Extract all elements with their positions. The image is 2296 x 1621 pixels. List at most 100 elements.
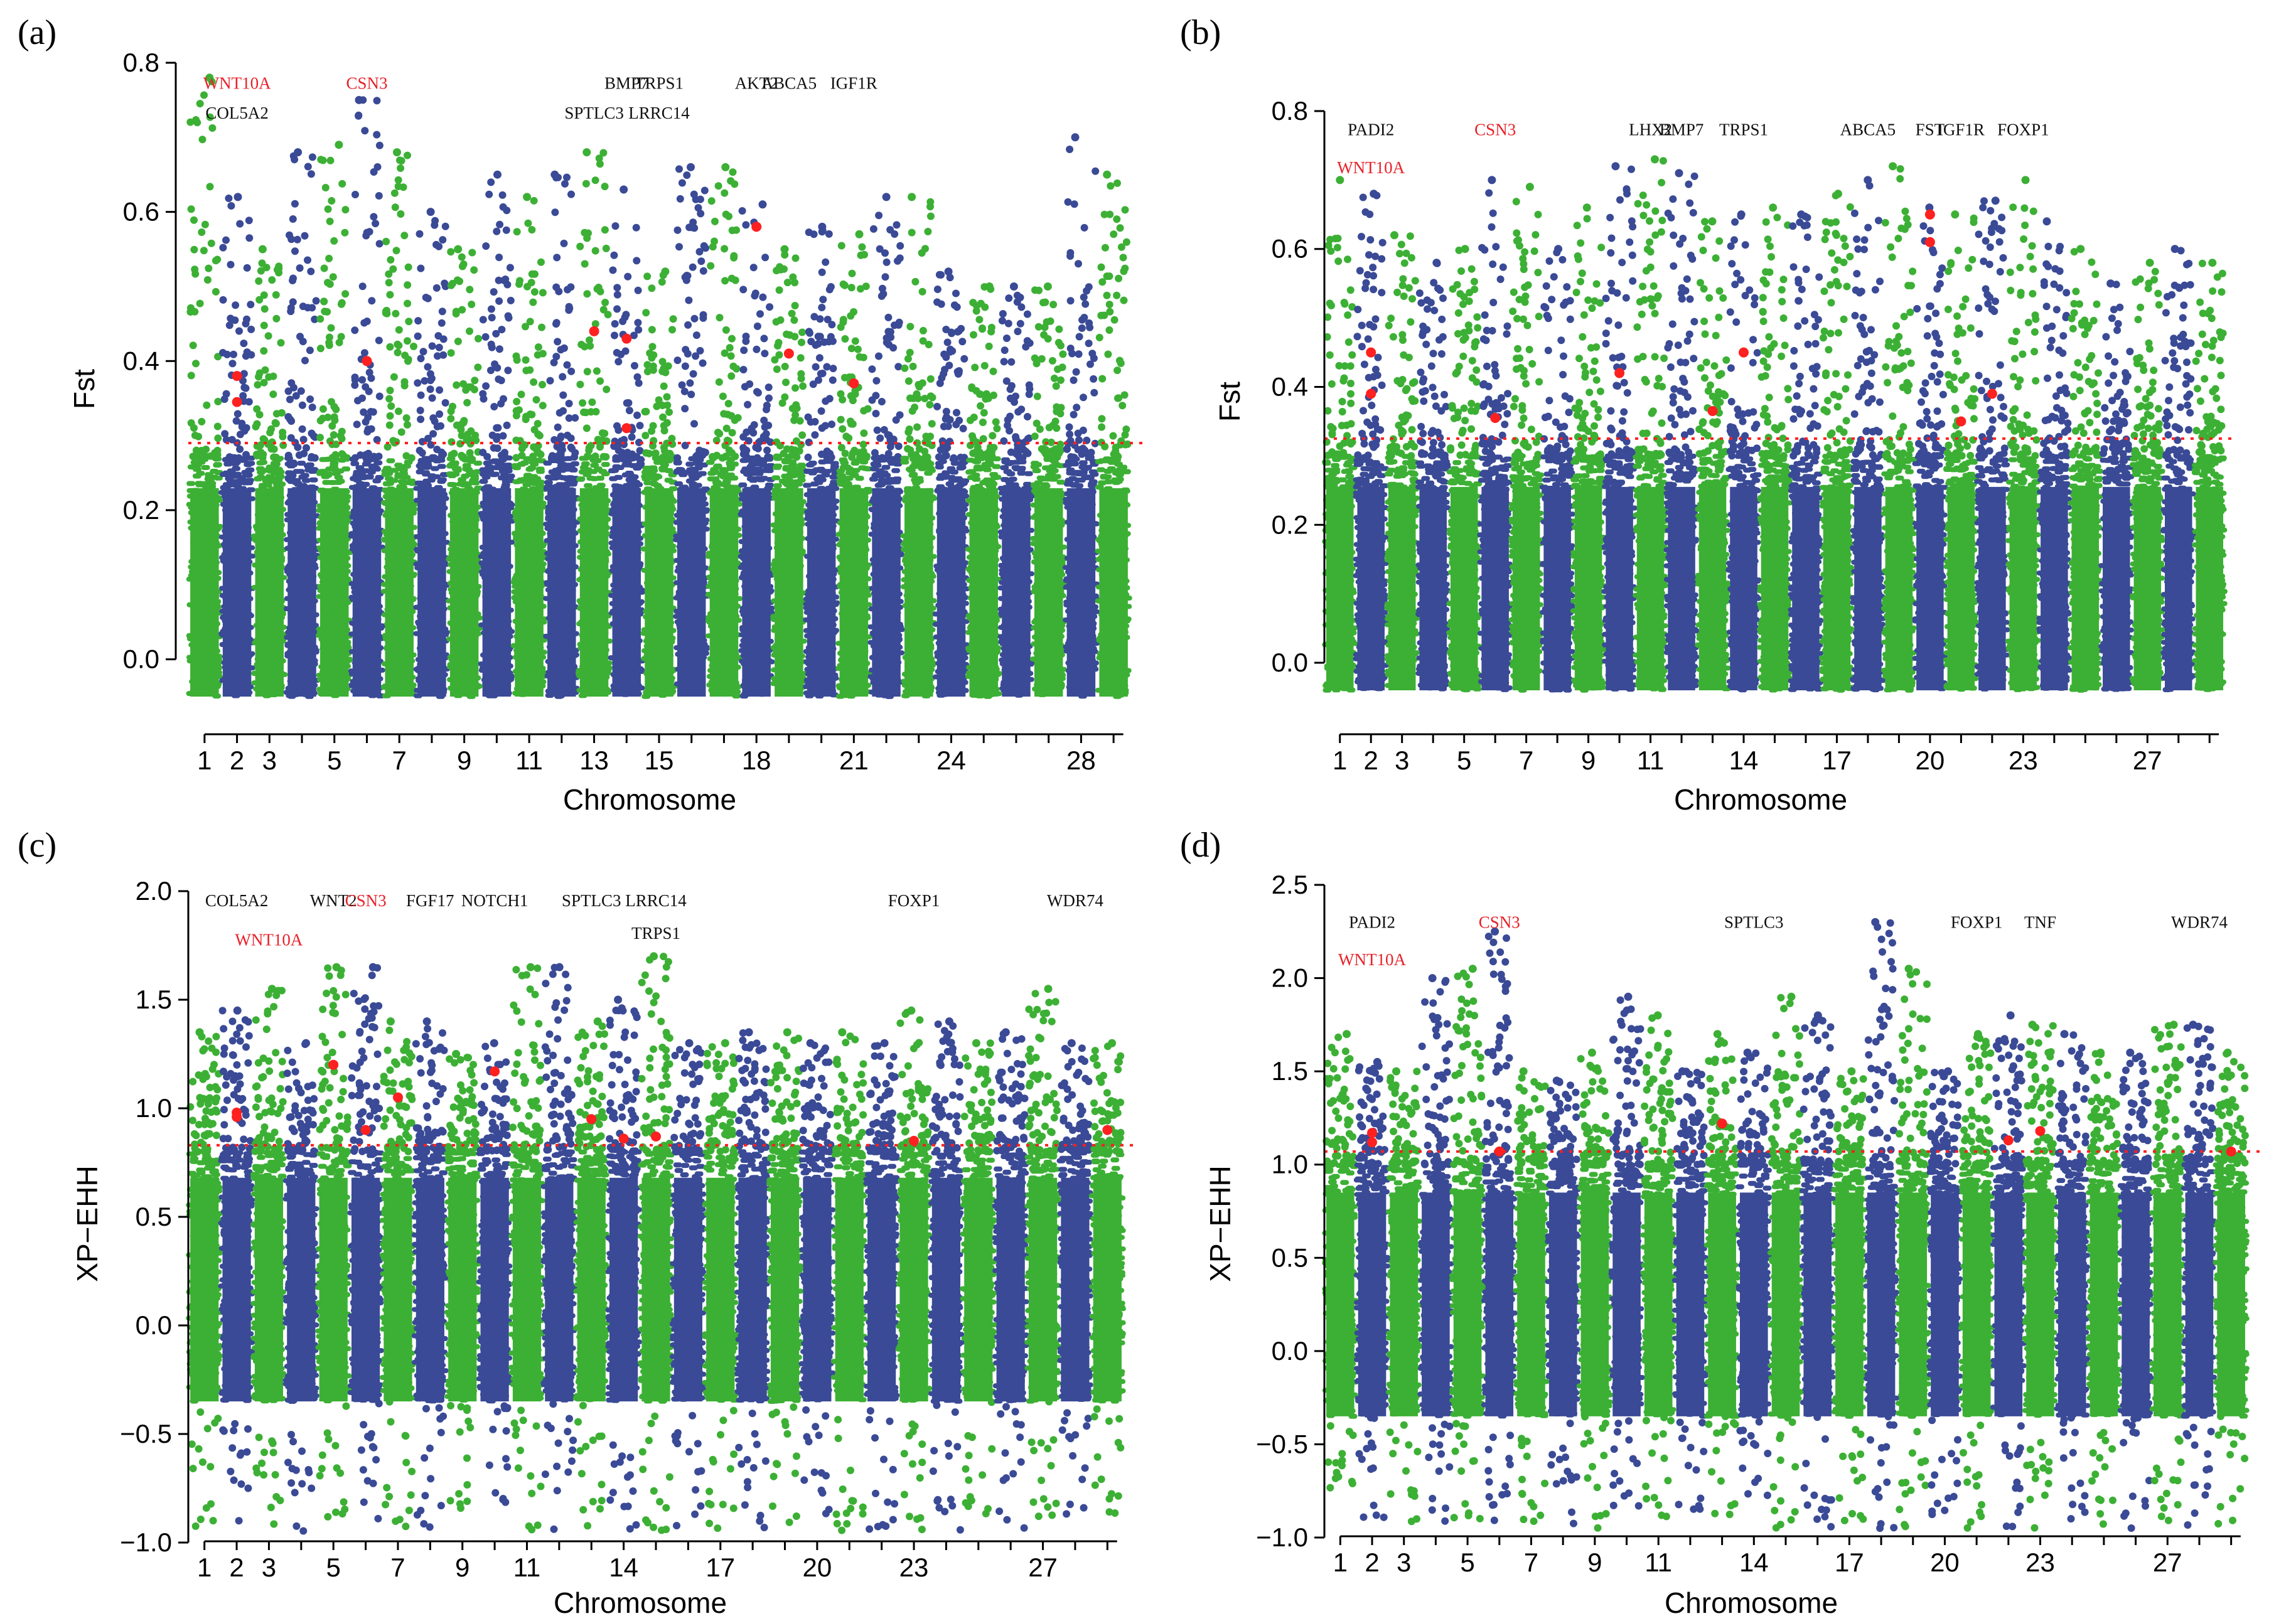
point	[1828, 249, 1836, 257]
point	[488, 1118, 496, 1126]
point	[913, 439, 921, 447]
point	[632, 223, 640, 232]
point	[1503, 330, 1511, 338]
point	[577, 1064, 585, 1072]
point	[1545, 397, 1553, 405]
point	[1904, 221, 1912, 229]
point	[636, 422, 644, 430]
point	[439, 1412, 448, 1420]
point	[271, 419, 279, 427]
point	[1346, 286, 1355, 294]
point	[297, 387, 305, 395]
point	[1534, 210, 1542, 218]
point	[909, 394, 918, 402]
point	[1369, 430, 1377, 438]
point	[1574, 446, 1582, 454]
point	[651, 1412, 659, 1420]
point	[189, 341, 197, 350]
point	[2170, 334, 2178, 343]
x-tick-label: 13	[579, 746, 609, 775]
point	[1622, 294, 1630, 302]
point	[329, 273, 337, 281]
point	[791, 446, 799, 454]
point	[385, 1398, 394, 1406]
point	[2145, 388, 2154, 397]
point	[301, 356, 309, 365]
point	[766, 454, 774, 462]
point	[338, 179, 346, 188]
point	[1378, 381, 1386, 389]
point	[526, 410, 534, 419]
point	[289, 215, 297, 223]
gene-label: AKT2	[735, 74, 778, 93]
point	[502, 226, 510, 234]
point	[308, 1484, 316, 1492]
point	[1488, 223, 1496, 231]
highlight-point	[849, 378, 859, 388]
point	[1488, 327, 1496, 334]
point	[821, 422, 829, 430]
point	[260, 378, 268, 387]
peak-point	[818, 222, 827, 231]
point	[2174, 424, 2182, 432]
point	[1112, 447, 1120, 455]
point	[198, 136, 207, 144]
point	[726, 1465, 734, 1473]
point	[439, 335, 448, 343]
point	[1992, 297, 1999, 306]
point	[1650, 282, 1658, 290]
point	[894, 454, 902, 461]
point	[2116, 303, 2124, 311]
point	[541, 1043, 549, 1051]
point	[1936, 280, 1944, 288]
peak-point	[1488, 176, 1496, 185]
point	[872, 392, 880, 400]
point	[1821, 235, 1829, 243]
point	[1334, 450, 1343, 458]
point	[576, 1108, 584, 1116]
point	[447, 349, 455, 357]
point	[382, 1115, 390, 1123]
point	[778, 399, 786, 407]
chromosome-points-14	[608, 456, 645, 697]
point	[591, 176, 599, 185]
point	[324, 205, 332, 213]
point	[212, 1032, 220, 1041]
point	[738, 1066, 746, 1074]
point	[1701, 218, 1709, 226]
point	[1360, 440, 1368, 448]
point	[1430, 279, 1438, 287]
point	[658, 1081, 666, 1089]
point	[913, 423, 921, 431]
point	[804, 453, 812, 461]
point	[2169, 349, 2177, 357]
point	[2020, 204, 2029, 212]
highlight-point	[589, 326, 599, 336]
point	[1064, 198, 1072, 206]
point	[2185, 259, 2193, 267]
point	[260, 347, 268, 355]
point	[2176, 403, 2184, 411]
x-axis-title: Chromosome	[563, 783, 736, 816]
peak-point	[1043, 282, 1052, 291]
point	[791, 1088, 800, 1096]
point	[1832, 231, 1840, 239]
point	[222, 390, 230, 398]
point	[212, 1131, 220, 1140]
point	[437, 422, 444, 430]
point	[553, 254, 561, 262]
point	[493, 227, 501, 235]
highlight-point	[1987, 388, 1997, 399]
point	[529, 298, 537, 306]
point	[1090, 388, 1098, 397]
point	[550, 1069, 558, 1077]
point	[1896, 165, 1904, 173]
point	[589, 1087, 597, 1095]
point	[530, 425, 539, 434]
point	[566, 1415, 573, 1423]
point	[341, 990, 350, 998]
point	[681, 405, 689, 413]
point	[189, 452, 197, 461]
point	[466, 1086, 474, 1094]
point	[1358, 233, 1365, 240]
